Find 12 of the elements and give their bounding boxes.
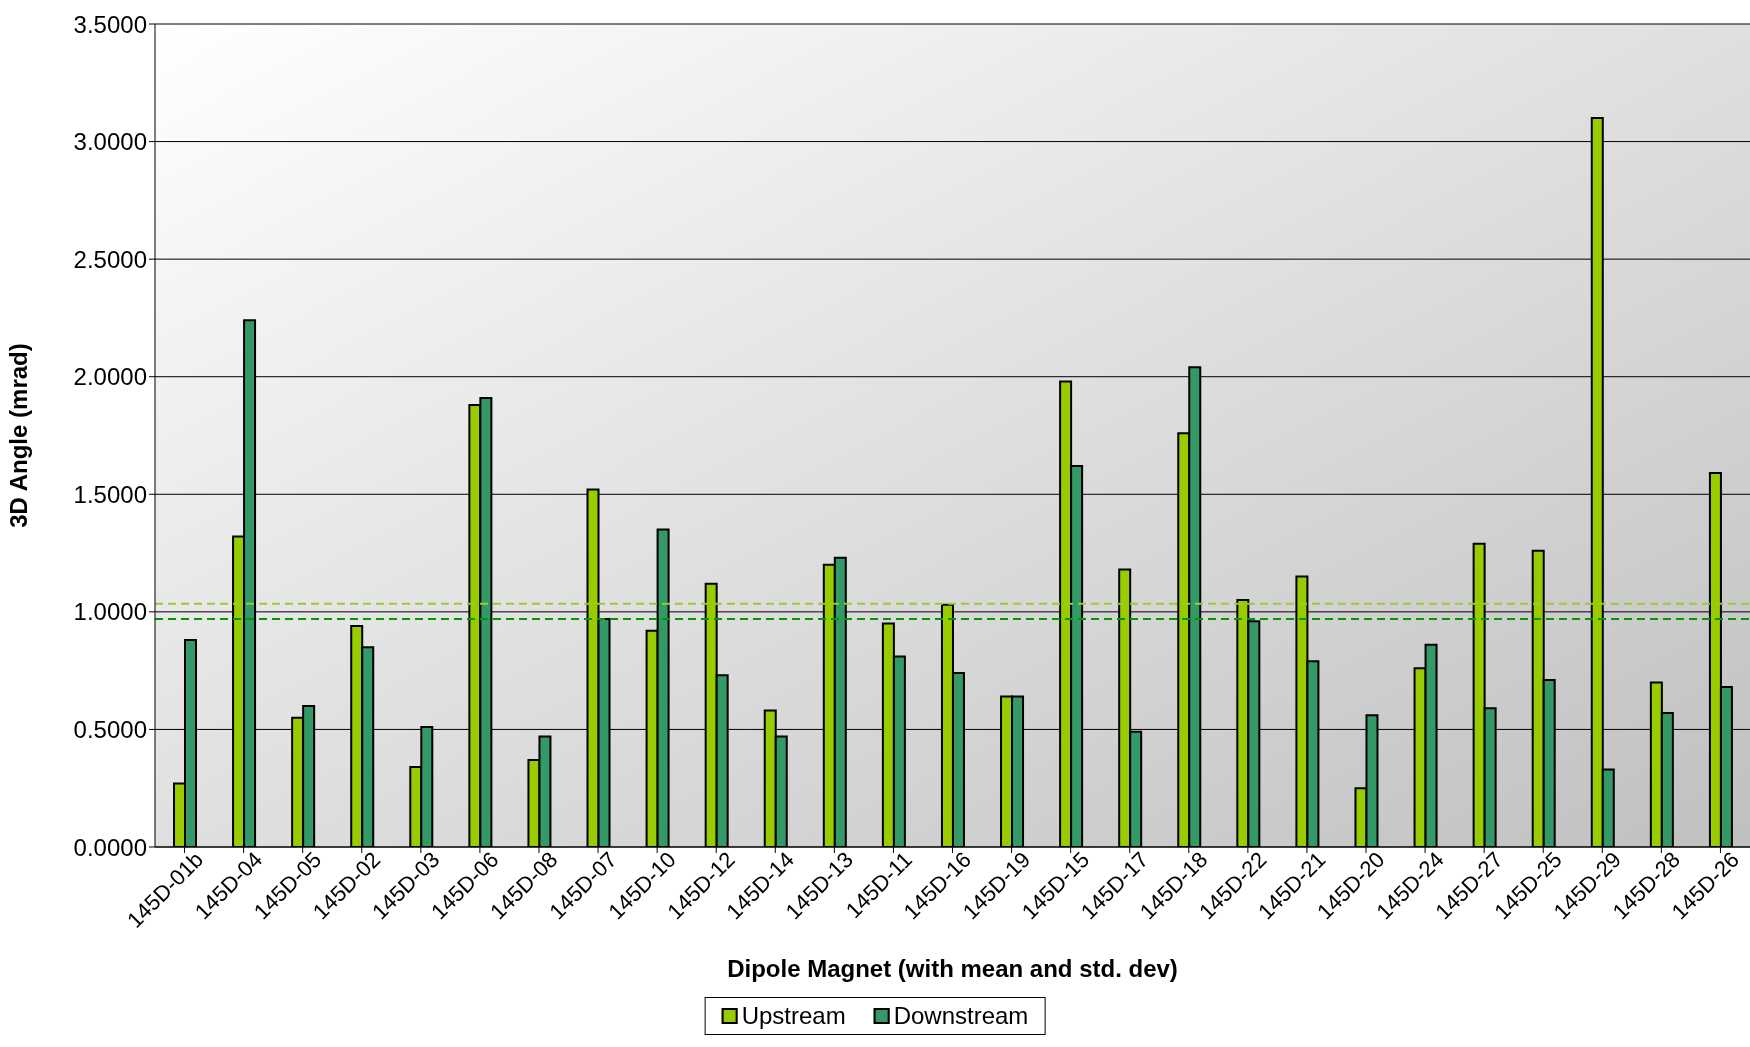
- y-tick-label: 1.5000: [73, 480, 147, 508]
- y-tick-label: 0.5000: [73, 715, 147, 743]
- legend-label: Downstream: [893, 1002, 1029, 1030]
- y-tick-label: 0.0000: [73, 833, 147, 861]
- y-tick-label: 1.0000: [73, 598, 147, 626]
- y-tick-label: 2.5000: [73, 245, 147, 273]
- y-tick-label: 3.5000: [73, 10, 147, 38]
- y-axis-title: 3D Angle (mrad): [4, 343, 32, 528]
- y-tick-label: 3.0000: [73, 128, 147, 156]
- legend-label: Upstream: [741, 1002, 846, 1030]
- x-axis-title: Dipole Magnet (with mean and std. dev): [727, 955, 1178, 982]
- y-tick-label: 2.0000: [73, 363, 147, 391]
